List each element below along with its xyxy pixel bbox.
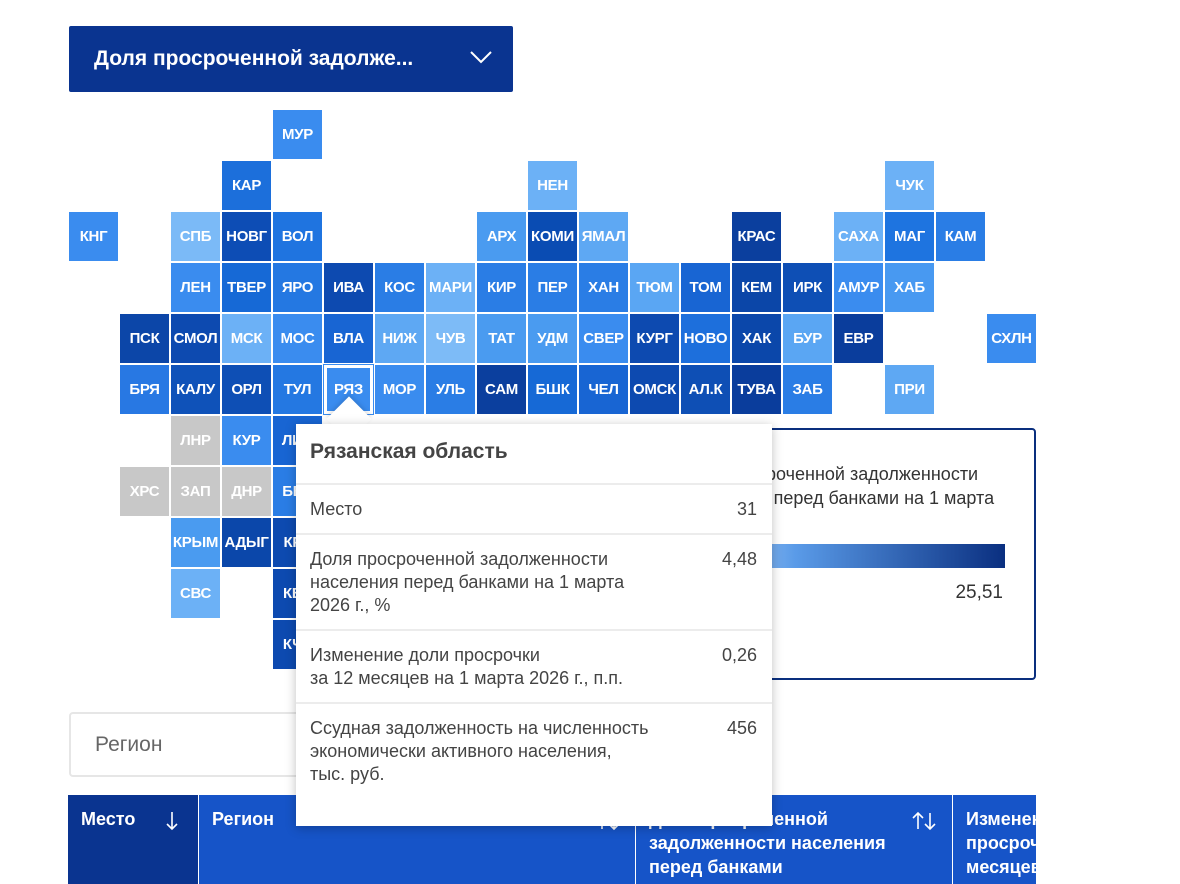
region-tile[interactable]: ВОЛ (273, 212, 322, 261)
region-tile[interactable]: СВС (171, 569, 220, 618)
tooltip-value: 31 (736, 499, 757, 519)
region-tile[interactable]: МОР (375, 365, 424, 414)
region-tile[interactable]: АДЫГ (222, 518, 271, 567)
chevron-icon (470, 51, 492, 64)
region-tile[interactable]: ОМСК (630, 365, 679, 414)
region-tile[interactable]: БРЯ (120, 365, 169, 414)
region-tile[interactable]: КРЫМ (171, 518, 220, 567)
tooltip-title: Рязанская область (296, 424, 772, 485)
region-tile[interactable]: КНГ (69, 212, 118, 261)
region-tile[interactable]: ОРЛ (222, 365, 271, 414)
search-placeholder: Регион (95, 733, 163, 756)
header-text: Место (81, 809, 136, 829)
region-tile[interactable]: ЯРО (273, 263, 322, 312)
dropdown-label: Доля просроченной задолже... (94, 47, 414, 70)
tooltip-value: 0,26 (721, 645, 757, 665)
region-tile[interactable]: ТУВА (732, 365, 781, 414)
region-tile[interactable]: НОВГ (222, 212, 271, 261)
region-tile[interactable]: БШК (528, 365, 577, 414)
region-tile[interactable]: ЗАБ (783, 365, 832, 414)
region-tile[interactable]: ПСК (120, 314, 169, 363)
region-tile[interactable]: БУР (783, 314, 832, 363)
region-tile[interactable]: ХАБ (885, 263, 934, 312)
region-tile[interactable]: НОВО (681, 314, 730, 363)
region-tile[interactable]: КУР (222, 416, 271, 465)
region-tile[interactable]: ЧУК (885, 161, 934, 210)
header-text: Изменение доли просрочки за 12 месяцев (966, 809, 1036, 877)
tooltip-label: Доля просроченной задолженности населени… (310, 549, 625, 615)
region-tile[interactable]: КИР (477, 263, 526, 312)
region-tile[interactable]: ТЮМ (630, 263, 679, 312)
region-tile[interactable]: КАМ (936, 212, 985, 261)
region-tile[interactable]: КРАС (732, 212, 781, 261)
region-tile[interactable]: КАР (222, 161, 271, 210)
tooltip-label: Место (310, 499, 363, 519)
region-tile[interactable]: ЛЕН (171, 263, 220, 312)
header-cell[interactable]: Место (68, 795, 198, 884)
region-tile[interactable]: КЕМ (732, 263, 781, 312)
region-tile[interactable]: ХРС (120, 467, 169, 516)
region-tile[interactable]: ПРИ (885, 365, 934, 414)
region-tile[interactable]: ИВА (324, 263, 373, 312)
legend-max: 25,51 (955, 582, 1003, 603)
indicator-dropdown[interactable]: Доля просроченной задолже... (69, 26, 513, 92)
region-tile[interactable]: ВЛА (324, 314, 373, 363)
region-tile[interactable]: ЧУВ (426, 314, 475, 363)
tooltip-row: Изменение доли просрочки за 12 месяцев н… (296, 631, 772, 704)
region-tile[interactable]: НЕН (528, 161, 577, 210)
region-tile[interactable]: МАГ (885, 212, 934, 261)
region-tile[interactable]: АМУР (834, 263, 883, 312)
tooltip-label: Изменение доли просрочки за 12 месяцев н… (310, 645, 624, 688)
region-tile[interactable]: КУРГ (630, 314, 679, 363)
region-tile[interactable]: ХАН (579, 263, 628, 312)
tooltip-value: 456 (726, 718, 757, 738)
region-tile[interactable]: ТВЕР (222, 263, 271, 312)
region-tile[interactable]: ТАТ (477, 314, 526, 363)
region-tile[interactable]: САМ (477, 365, 526, 414)
region-tile[interactable]: ИРК (783, 263, 832, 312)
region-tile[interactable]: АРХ (477, 212, 526, 261)
region-tile[interactable]: ТУЛ (273, 365, 322, 414)
region-tile[interactable]: МУР (273, 110, 322, 159)
sort-icon (912, 811, 936, 831)
region-tile[interactable]: ЯМАЛ (579, 212, 628, 261)
tile-map: МУР КАР НЕН ЧУК КНГ СПБ НОВГ ВОЛ АРХ КОМИ ЯМАЛ КРАС… (69, 110, 1036, 669)
region-tile[interactable]: МАРИ (426, 263, 475, 312)
region-tile[interactable]: УДМ (528, 314, 577, 363)
region-tile[interactable]: СХЛН (987, 314, 1036, 363)
tooltip-label: Ссудная задолженность на численность эко… (310, 718, 649, 784)
region-tile[interactable]: УЛЬ (426, 365, 475, 414)
region-tile[interactable]: ЗАП (171, 467, 220, 516)
region-tile[interactable]: ХАК (732, 314, 781, 363)
region-tile[interactable]: МОС (273, 314, 322, 363)
region-tile[interactable]: ЧЕЛ (579, 365, 628, 414)
region-tile[interactable]: НИЖ (375, 314, 424, 363)
region-tile[interactable]: ДНР (222, 467, 271, 516)
region-tile[interactable]: СПБ (171, 212, 220, 261)
tooltip-rows: Место 31 Доля просроченной задолженности н… (296, 485, 772, 798)
tooltip-row: Ссудная задолженность на численность эко… (296, 704, 772, 798)
region-tile[interactable]: КОС (375, 263, 424, 312)
sort-icon (166, 812, 178, 831)
region-tile[interactable]: САХА (834, 212, 883, 261)
tooltip: Рязанская область Место 31 Доля просроченн… (296, 424, 772, 826)
tooltip-row: Место 31 (296, 485, 772, 535)
region-tile[interactable]: ЕВР (834, 314, 883, 363)
region-tile[interactable]: СМОЛ (171, 314, 220, 363)
region-tile[interactable]: ПЕР (528, 263, 577, 312)
tooltip-value: 4,48 (721, 549, 757, 569)
region-tile[interactable]: ТОМ (681, 263, 730, 312)
region-tile[interactable]: СВЕР (579, 314, 628, 363)
tooltip-row: Доля просроченной задолженности населени… (296, 535, 772, 631)
region-tile[interactable]: КОМИ (528, 212, 577, 261)
header-cell[interactable]: Изменение доли просрочки за 12 месяцев (953, 795, 1036, 884)
region-tile[interactable]: МСК (222, 314, 271, 363)
region-tile[interactable]: ЛНР (171, 416, 220, 465)
region-tile[interactable]: КАЛУ (171, 365, 220, 414)
header-text: Регион (212, 809, 274, 829)
region-tile[interactable]: АЛ.К (681, 365, 730, 414)
